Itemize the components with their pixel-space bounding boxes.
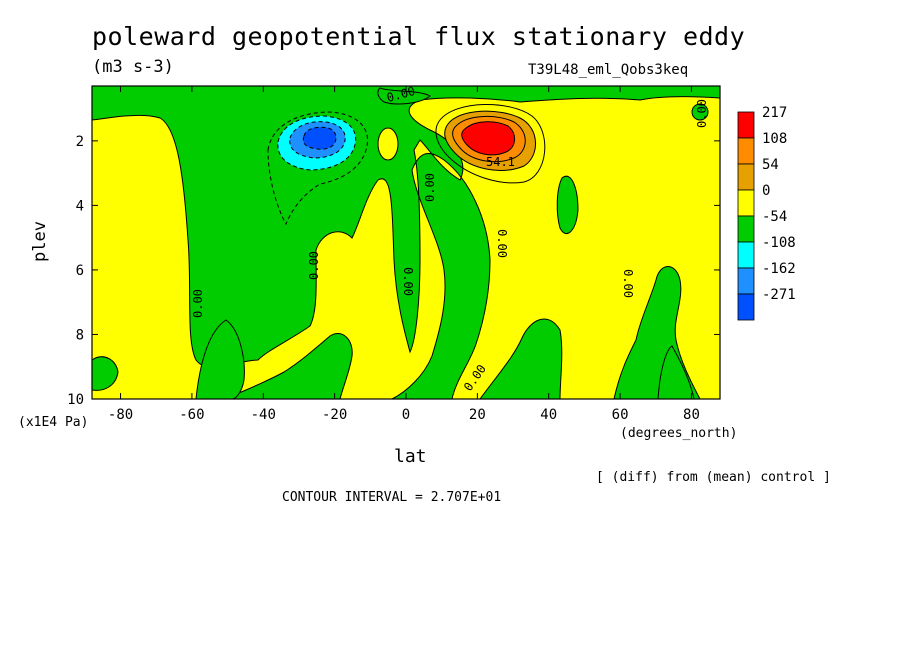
colorbar-label: -162: [762, 261, 796, 277]
colorbar-label: -108: [762, 235, 796, 251]
negative-min-contour: [303, 127, 336, 149]
x-tick-label: 80: [683, 407, 700, 423]
contour-label: 0.00: [423, 173, 437, 202]
x-tick-label: 60: [612, 407, 629, 423]
x-tick-label: -40: [251, 407, 276, 423]
contour-label: 0.00: [307, 251, 321, 280]
contour-label: 0.00: [695, 99, 709, 128]
y-tick-label: 10: [67, 392, 84, 408]
colorbar-swatch: [738, 138, 754, 164]
colorbar-label: 217: [762, 105, 787, 121]
contour-label: 0.00: [401, 267, 415, 296]
x-tick-label: -60: [179, 407, 204, 423]
colorbar: 217 108 54 0 -54 -108 -162 -271: [738, 105, 796, 320]
x-tick-label: 40: [540, 407, 557, 423]
x-tick-label: 0: [402, 407, 410, 423]
colorbar-swatch: [738, 216, 754, 242]
contour-label: 54.1: [486, 155, 515, 169]
y-tick-label: 6: [76, 263, 84, 279]
colorbar-swatch: [738, 112, 754, 138]
colorbar-label: 0: [762, 183, 770, 199]
x-tick-label: -20: [322, 407, 347, 423]
y-tick-label: 2: [76, 134, 84, 150]
contour-label: 0.00: [191, 289, 205, 318]
x-tick-label: -80: [108, 407, 133, 423]
contour-label: 0.00: [621, 269, 635, 298]
colorbar-swatch: [738, 268, 754, 294]
colorbar-label: 54: [762, 157, 779, 173]
colorbar-swatch: [738, 294, 754, 320]
y-tick-label: 4: [76, 198, 84, 214]
y-tick-label: 8: [76, 327, 84, 343]
colorbar-label: -271: [762, 287, 796, 303]
contour-field: [92, 86, 720, 399]
x-tick-label: 20: [469, 407, 486, 423]
positive-region: [378, 128, 398, 160]
colorbar-swatch: [738, 164, 754, 190]
contour-label: 0.00: [495, 229, 509, 258]
colorbar-swatch: [738, 190, 754, 216]
colorbar-label: -54: [762, 209, 787, 225]
colorbar-swatch: [738, 242, 754, 268]
colorbar-label: 108: [762, 131, 787, 147]
